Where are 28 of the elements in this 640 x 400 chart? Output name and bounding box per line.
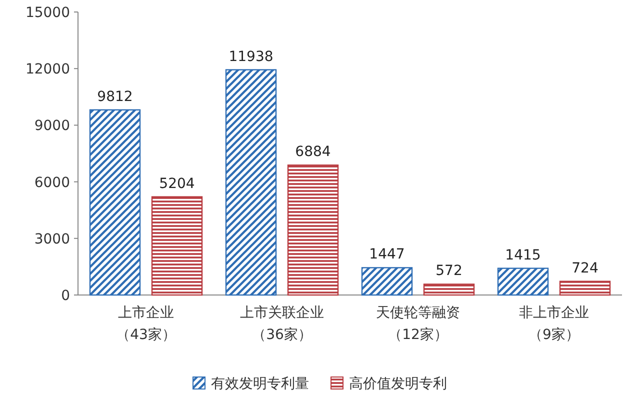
y-tick-label: 6000 [34,174,70,191]
x-tick-label: 非上市企业（9家） [519,305,589,343]
data-label: 1447 [369,246,405,263]
data-label: 11938 [228,48,274,65]
bar [225,69,277,296]
y-tick-label: 12000 [25,62,70,78]
bar [423,284,475,296]
legend-label: 高价值发明专利 [349,376,447,392]
x-tick-label: 上市企业（43家） [116,305,176,343]
bar [497,268,549,296]
y-tick-label: 9000 [34,118,70,134]
bar [287,164,339,296]
x-tick-label: 天使轮等融资（12家） [376,305,460,343]
y-tick-label: 0 [61,288,70,304]
y-tick-label: 15000 [25,5,70,21]
data-label: 1415 [505,247,541,264]
data-label: 572 [436,263,462,280]
y-tick-label: 3000 [34,231,70,248]
data-label: 5204 [159,176,195,192]
data-label: 724 [572,260,598,276]
x-tick-label: 上市关联企业（36家） [240,305,324,343]
bar [361,267,413,296]
bar [559,280,611,296]
legend-label: 有效发明专利量 [211,376,309,392]
data-label: 6884 [295,144,331,160]
bar [151,196,203,296]
bar [89,109,141,296]
data-label: 9812 [97,88,133,105]
